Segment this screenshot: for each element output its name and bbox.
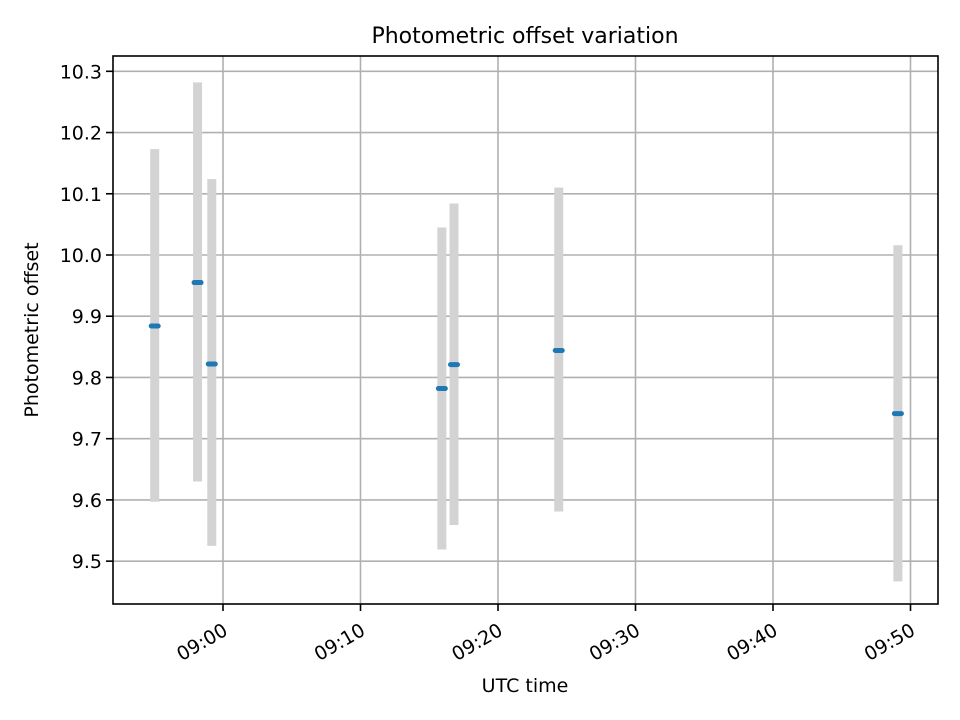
y-tick-label: 9.7: [72, 429, 102, 451]
x-tick-label: 09:10: [311, 619, 369, 665]
grid-lines: [113, 56, 938, 604]
y-axis-ticks: 9.5 9.6 9.7 9.8 9.9 10.0 10.1 10.2 10.3: [60, 61, 113, 573]
y-tick-label: 9.8: [72, 367, 102, 389]
y-tick-label: 9.5: [72, 551, 102, 573]
x-tick-label: 09:20: [448, 619, 506, 665]
y-tick-label: 9.6: [72, 490, 102, 512]
plot-area-frame: [112, 55, 939, 605]
x-tick-label: 09:30: [586, 619, 644, 665]
data-markers: [148, 280, 904, 417]
chart-title: Photometric offset variation: [371, 24, 678, 49]
y-tick-label: 10.3: [60, 61, 102, 83]
x-tick-label: 09:40: [723, 619, 781, 665]
y-tick-label: 10.2: [60, 123, 102, 145]
x-tick-label: 09:00: [173, 619, 231, 665]
y-tick-label: 10.1: [60, 184, 102, 206]
x-axis-label: UTC time: [482, 675, 569, 697]
y-tick-label: 10.0: [60, 245, 102, 267]
y-tick-label: 9.9: [72, 306, 102, 328]
x-axis-ticks: 09:00 09:10 09:20 09:30 09:40 09:50: [173, 604, 919, 666]
error-bars: [150, 82, 903, 582]
x-tick-label: 09:50: [861, 619, 919, 665]
y-axis-label: Photometric offset: [21, 242, 43, 417]
